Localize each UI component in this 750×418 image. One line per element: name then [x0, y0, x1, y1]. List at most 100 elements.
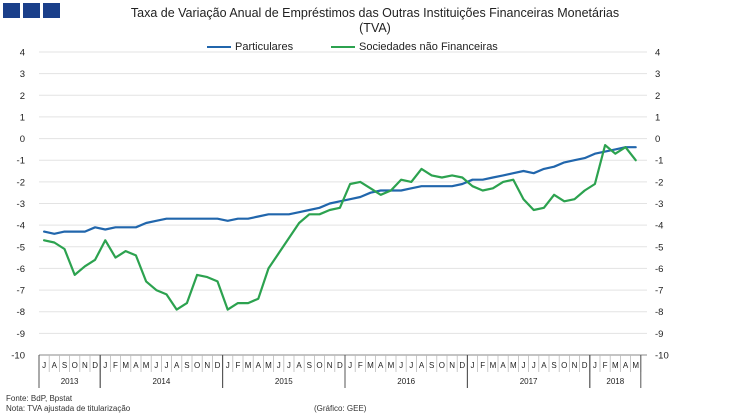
month-label: A	[541, 361, 547, 370]
month-label: S	[307, 361, 312, 370]
year-label: 2013	[61, 377, 79, 386]
month-label: J	[277, 361, 281, 370]
month-label: O	[194, 361, 200, 370]
logo-block	[43, 3, 60, 18]
month-label: S	[184, 361, 189, 370]
y-tick-label-right: -3	[655, 199, 663, 210]
month-label: J	[154, 361, 158, 370]
month-label: A	[623, 361, 629, 370]
month-label: N	[572, 361, 578, 370]
chart-credit: (Gráfico: GEE)	[314, 403, 367, 413]
month-label: M	[612, 361, 619, 370]
month-label: J	[103, 361, 107, 370]
series-line-sociedades	[42, 144, 637, 311]
month-label: F	[235, 361, 240, 370]
month-label: A	[419, 361, 425, 370]
logo-block	[3, 3, 20, 18]
y-tick-label-right: -10	[655, 351, 669, 362]
y-tick-label-right: -6	[655, 264, 663, 275]
month-label: A	[296, 361, 302, 370]
month-label: S	[429, 361, 434, 370]
month-label: N	[449, 361, 455, 370]
month-label: A	[174, 361, 180, 370]
y-tick-label-right: 0	[655, 134, 660, 145]
y-tick-label-right: -1	[655, 156, 663, 167]
year-label: 2017	[520, 377, 538, 386]
y-tick-label-right: -9	[655, 329, 663, 340]
month-label: J	[471, 361, 475, 370]
y-tick-label-right: 4	[655, 48, 660, 59]
month-label: N	[327, 361, 333, 370]
legend-item-sociedades: Sociedades não Financeiras	[331, 41, 498, 53]
month-label: O	[72, 361, 78, 370]
month-label: N	[204, 361, 210, 370]
y-tick-label-left: 3	[20, 69, 25, 80]
month-label: J	[593, 361, 597, 370]
y-tick-label-left: -3	[17, 199, 25, 210]
month-label: J	[522, 361, 526, 370]
month-label: F	[358, 361, 363, 370]
month-label: J	[399, 361, 403, 370]
month-label: D	[337, 361, 343, 370]
month-label: M	[490, 361, 497, 370]
footnote: Nota: TVA ajustada de titularização	[6, 403, 131, 413]
source-note: Fonte: BdP, Bpstat	[6, 394, 73, 403]
month-label: A	[133, 361, 139, 370]
month-label: D	[215, 361, 221, 370]
y-tick-label-left: -5	[17, 242, 25, 253]
legend-label-particulares: Particulares	[235, 41, 294, 53]
y-tick-label-right: -7	[655, 286, 663, 297]
y-tick-label-left: 2	[20, 91, 25, 102]
y-tick-label-left: -10	[11, 351, 25, 362]
logo-block	[23, 3, 40, 18]
month-label: A	[256, 361, 262, 370]
month-label: S	[551, 361, 556, 370]
footer-notes: Fonte: BdP, Bpstat Nota: TVA ajustada de…	[6, 394, 130, 413]
month-label: J	[532, 361, 536, 370]
y-tick-label-left: 1	[20, 112, 25, 123]
legend-label-sociedades: Sociedades não Financeiras	[359, 41, 498, 53]
year-label: 2015	[275, 377, 293, 386]
month-label: J	[226, 361, 230, 370]
month-label: J	[165, 361, 169, 370]
y-tick-label-right: -8	[655, 307, 663, 318]
y-tick-label-right: -4	[655, 221, 663, 232]
month-label: S	[62, 361, 67, 370]
y-tick-label-right: 3	[655, 69, 660, 80]
y-tick-label-left: -1	[17, 156, 25, 167]
month-label: N	[82, 361, 88, 370]
y-tick-label-left: -8	[17, 307, 25, 318]
month-label: J	[42, 361, 46, 370]
y-tick-label-right: 2	[655, 91, 660, 102]
year-label: 2016	[397, 377, 415, 386]
y-tick-label-right: -2	[655, 177, 663, 188]
y-tick-label-left: 4	[20, 48, 25, 59]
month-label: F	[113, 361, 118, 370]
year-label: 2014	[153, 377, 171, 386]
month-label: J	[348, 361, 352, 370]
month-label: O	[316, 361, 322, 370]
month-label: O	[561, 361, 567, 370]
month-label: M	[510, 361, 517, 370]
month-label: M	[632, 361, 639, 370]
month-label: A	[500, 361, 506, 370]
logo	[3, 3, 60, 18]
series-line-particulares	[42, 146, 637, 235]
month-label: M	[388, 361, 395, 370]
y-tick-label-right: 1	[655, 112, 660, 123]
y-tick-label-left: -2	[17, 177, 25, 188]
y-tick-label-left: -4	[17, 221, 25, 232]
y-tick-label-left: 0	[20, 134, 25, 145]
month-label: M	[265, 361, 272, 370]
month-label: D	[92, 361, 98, 370]
month-label: J	[409, 361, 413, 370]
month-label: J	[287, 361, 291, 370]
chart-subtitle: (TVA)	[359, 21, 391, 35]
y-tick-label-left: -9	[17, 329, 25, 340]
legend-item-particulares: Particulares	[207, 41, 293, 53]
month-label: F	[603, 361, 608, 370]
legend-swatch-particulares	[207, 46, 231, 48]
month-label: M	[245, 361, 252, 370]
year-label: 2018	[606, 377, 624, 386]
